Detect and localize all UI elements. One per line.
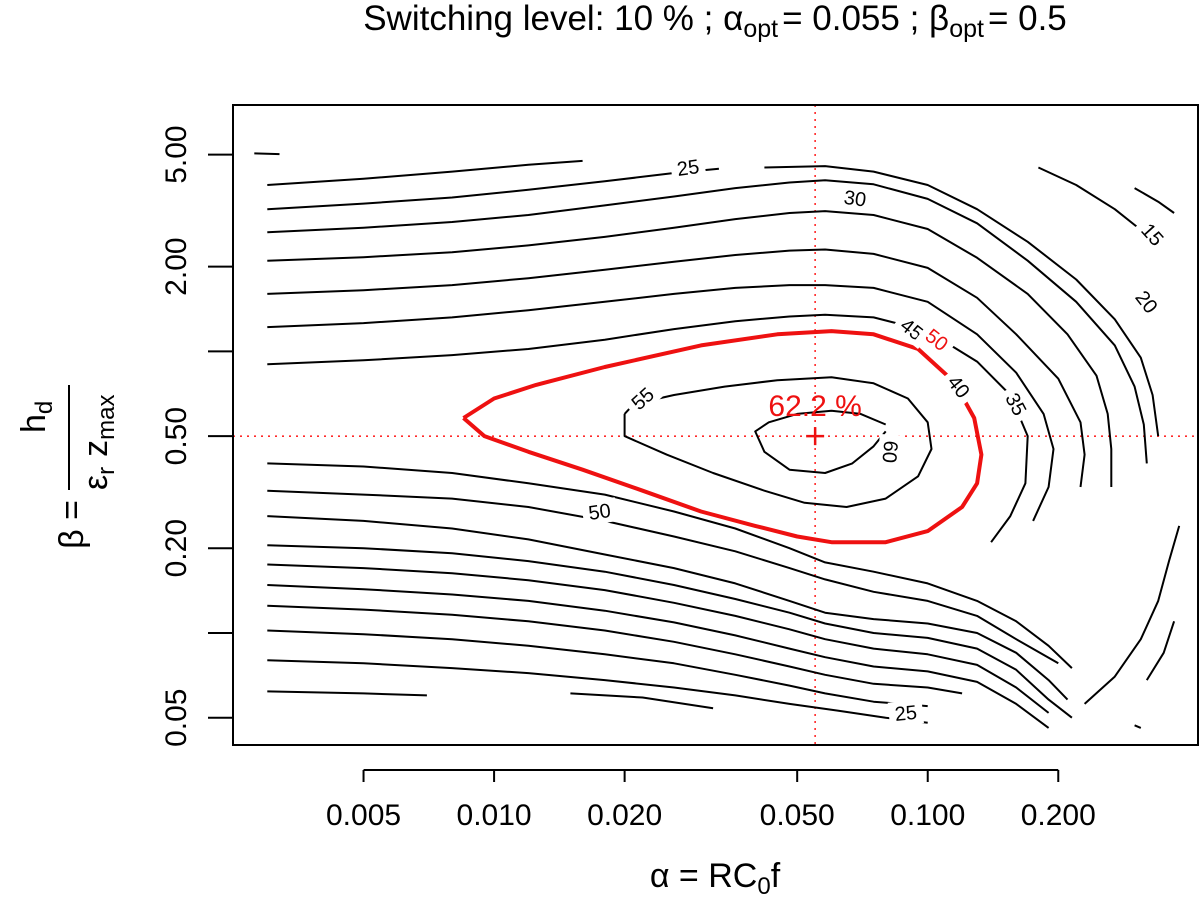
- x-tick-label-0: 0.005: [326, 799, 401, 832]
- contour-label-bg-4: [938, 365, 979, 408]
- y-axis-title-den-z: z: [77, 440, 115, 457]
- contour-lines: [254, 152, 1181, 729]
- optimum-marker: 62.2 %: [768, 390, 862, 446]
- contour-label-bg-7: [1132, 213, 1173, 256]
- contour-label-8: 55: [621, 378, 664, 419]
- contour-line-25-6: [267, 659, 928, 724]
- y-axis-title-lhs: β =: [53, 500, 91, 549]
- contour-line-25-8: [570, 692, 714, 710]
- contour-label-text-11: 25: [894, 702, 918, 726]
- y-axis: 0.05 0.20 0.50 2.00 5.00: [160, 125, 233, 747]
- contour-line-25-5: [267, 629, 928, 708]
- title-beta-opt-subscript: opt: [949, 15, 984, 43]
- contour-label-text-1: 30: [842, 187, 867, 212]
- contour-label-3: 50: [916, 319, 958, 360]
- y-axis-title-den-z-subscript: max: [93, 394, 120, 439]
- x-axis-title: α = RC0f: [650, 857, 781, 900]
- contour-line-25-19: [267, 167, 719, 211]
- contour-label-text-9: 60: [877, 440, 901, 464]
- y-axis-title-den-eps-subscript: r: [93, 467, 120, 475]
- x-tick-label-5: 0.200: [1021, 799, 1096, 832]
- contour-label-bg-5: [997, 383, 1035, 425]
- contour-line-55-12: [623, 376, 933, 508]
- contour-label-0: 25: [669, 153, 707, 182]
- y-tick-label-6: 5.00: [160, 125, 193, 183]
- contour-line-35-16: [267, 248, 1086, 488]
- title-beta-value: = 0.5: [988, 0, 1067, 38]
- contour-label-bg-10: [580, 497, 619, 526]
- plot-frame: [232, 104, 1199, 746]
- contour-label-bg-1: [836, 183, 874, 213]
- contour-line-25-0: [267, 515, 1069, 701]
- contour-line-25-4: [267, 604, 963, 695]
- contour-line-35-10: [267, 462, 1073, 669]
- x-tick-label-1: 0.010: [457, 799, 532, 832]
- y-axis-title-den-eps: ε: [77, 475, 115, 490]
- contour-line-25-3: [267, 584, 1050, 729]
- contour-label-text-0: 25: [676, 156, 701, 181]
- contour-line-15-25: [1083, 525, 1181, 705]
- y-axis-title-num-subscript: d: [31, 401, 58, 414]
- x-tick-label-3: 0.050: [760, 799, 835, 832]
- contour-line-60-13: [754, 409, 887, 474]
- contour-label-text-10: 50: [587, 500, 612, 525]
- y-tick-label-5: 2.00: [160, 237, 193, 295]
- contour-line-30-9: [267, 489, 1059, 665]
- contour-label-bg-11: [887, 699, 924, 727]
- contour-label-bg-8: [621, 378, 664, 419]
- contour-line-45-14: [267, 313, 1029, 543]
- y-tick-label-0: 0.05: [160, 689, 193, 747]
- contour-label-1: 30: [836, 183, 874, 213]
- y-tick-label-3: 0.50: [160, 407, 193, 465]
- x-tick-label-4: 0.100: [890, 799, 965, 832]
- y-axis-title-denominator: εr zmax: [77, 394, 120, 490]
- contour-label-10: 50: [580, 497, 619, 526]
- y-axis-title-num-main: h: [15, 414, 53, 433]
- x-axis-title-main: α = RC: [650, 857, 758, 895]
- title-alpha-value: = 0.055: [782, 0, 900, 38]
- y-tick-label-2: 0.20: [160, 519, 193, 577]
- contour-line-25-2: [267, 563, 1050, 714]
- contour-line-15-27: [1134, 724, 1142, 729]
- contour-label-5: 35: [997, 383, 1035, 425]
- contour-line-15-26: [1145, 620, 1176, 681]
- contour-line-15-22: [1134, 187, 1175, 214]
- contour-label-11: 25: [887, 699, 924, 727]
- contour-label-bg-3: [916, 319, 958, 360]
- contour-line-15-21: [1037, 166, 1142, 231]
- contour-label-7: 15: [1132, 213, 1173, 256]
- contour-label-bg-6: [1126, 281, 1167, 323]
- contour-label-6: 20: [1126, 281, 1167, 323]
- contour-line-50-11: [462, 329, 984, 545]
- contour-label-bg-9: [876, 433, 904, 470]
- contour-label-bg-0: [669, 153, 707, 182]
- title-beta-symbol: β: [929, 0, 949, 38]
- contour-line-10-24: [254, 152, 280, 156]
- contour-line-30-17: [267, 210, 1113, 487]
- optimum-value-label: 62.2 %: [768, 390, 861, 423]
- y-axis-title: β = hd εr zmax: [15, 385, 120, 549]
- title-alpha-symbol: α: [723, 0, 743, 38]
- contour-line-25-1: [267, 544, 1073, 719]
- title-separator: ;: [900, 0, 929, 38]
- title-prefix: Switching level: 10 % ;: [363, 0, 723, 38]
- contour-line-25-7: [267, 690, 427, 697]
- contour-line-25-20: [764, 165, 1160, 437]
- x-axis-title-tail: f: [771, 857, 781, 895]
- title-alpha-opt-subscript: opt: [743, 15, 778, 43]
- chart-title: Switching level: 10 % ; αopt = 0.055 ; βo…: [363, 0, 1067, 43]
- x-axis-title-subscript: 0: [757, 873, 770, 900]
- x-tick-label-2: 0.020: [587, 799, 662, 832]
- contour-line-10-23: [267, 159, 583, 186]
- y-axis-title-numerator: hd: [15, 401, 58, 433]
- contour-label-9: 60: [876, 433, 904, 470]
- x-axis: 0.005 0.010 0.020 0.050 0.100 0.200: [326, 769, 1096, 832]
- contour-line-25-18: [267, 179, 1148, 464]
- contour-line-40-15: [267, 284, 1055, 522]
